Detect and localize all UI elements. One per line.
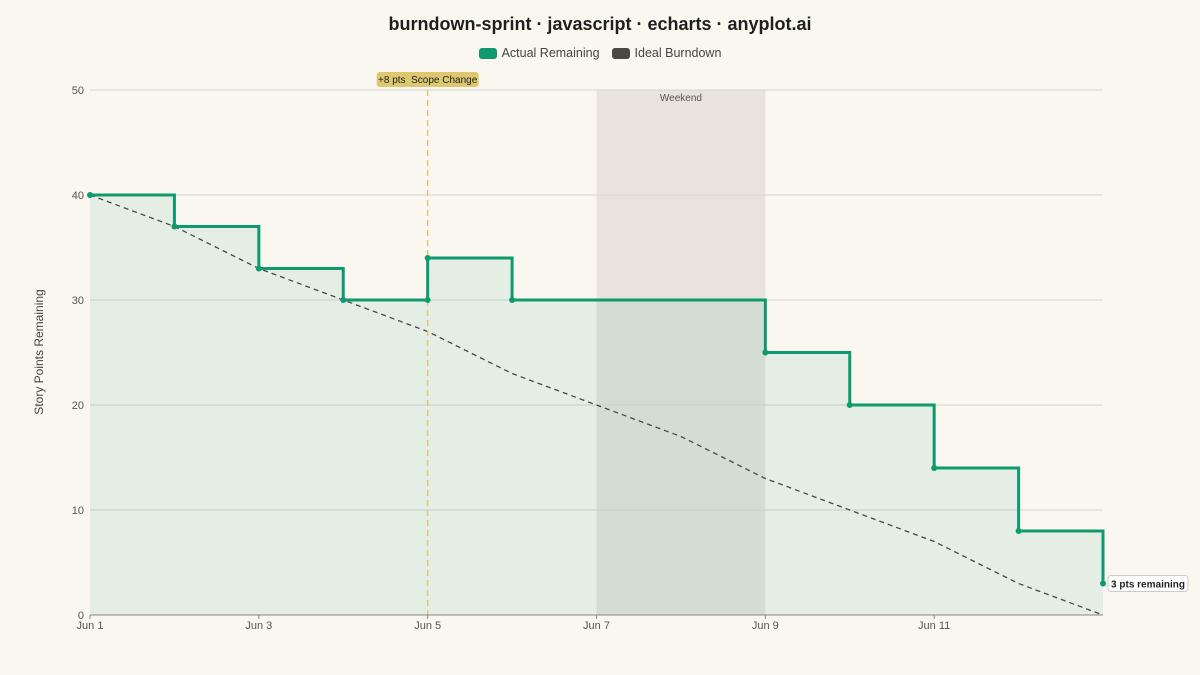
legend-swatch-ideal [611, 47, 630, 59]
weekend-label: Weekend [660, 93, 702, 104]
x-tick-label: Jun 1 [77, 620, 104, 632]
legend: Actual Remaining Ideal Burndown [0, 46, 1200, 60]
actual-data-point [762, 349, 769, 356]
y-tick-label: 20 [72, 400, 84, 412]
x-tick-label: Jun 7 [583, 620, 610, 632]
scope-change-badge [376, 72, 479, 87]
actual-data-point [1015, 528, 1022, 534]
x-tick-label: Jun 5 [414, 620, 441, 632]
actual-data-point [171, 223, 178, 230]
actual-data-point [1100, 580, 1106, 587]
chart-title: burndown-sprint · javascript · echarts ·… [388, 14, 812, 34]
actual-data-point [255, 265, 262, 272]
actual-data-point [846, 402, 853, 408]
y-tick-label: 10 [72, 505, 84, 517]
y-tick-label: 50 [72, 85, 84, 97]
actual-data-point [931, 465, 938, 471]
actual-data-point [87, 192, 93, 198]
legend-item-ideal[interactable]: Ideal Burndown [611, 46, 722, 60]
x-tick-label: Jun 3 [245, 620, 272, 632]
weekend-region [596, 90, 766, 615]
x-tick-label: Jun 9 [752, 620, 779, 632]
legend-label-ideal: Ideal Burndown [634, 46, 722, 60]
y-tick-label: 0 [78, 610, 84, 622]
actual-data-point [424, 297, 431, 303]
legend-label-actual: Actual Remaining [501, 46, 600, 60]
y-tick-label: 40 [72, 190, 84, 202]
legend-item-actual[interactable]: Actual Remaining [478, 46, 600, 60]
y-tick-label: 30 [72, 295, 84, 307]
actual-data-point [340, 297, 347, 303]
scope-change-label: +8 pts Scope Change [378, 75, 478, 86]
y-axis-title: Story Points Remaining [32, 289, 46, 414]
end-label-text: 3 pts remaining [1111, 580, 1185, 591]
x-tick-label: Jun 11 [918, 620, 950, 632]
actual-data-point [509, 297, 516, 303]
end-label-box [1107, 575, 1189, 592]
legend-swatch-actual [478, 47, 497, 59]
actual-data-point [424, 255, 431, 261]
